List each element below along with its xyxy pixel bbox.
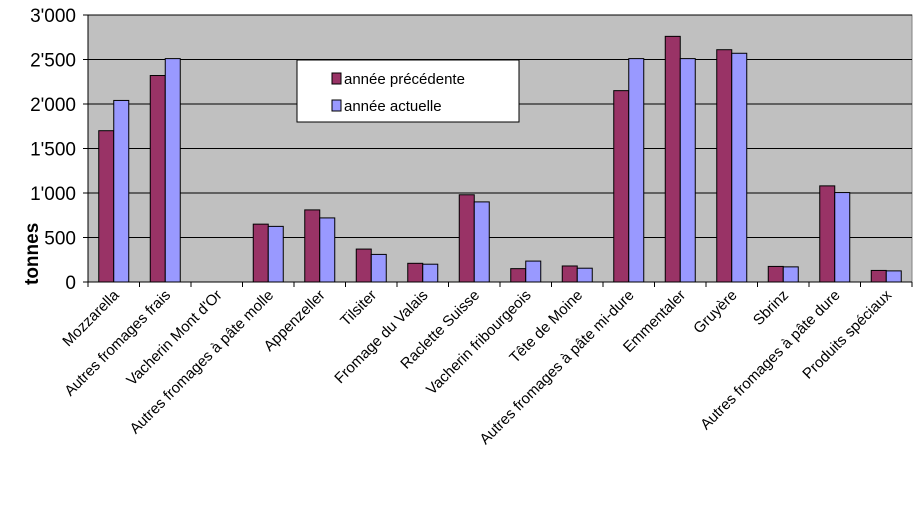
y-tick-label: 1'500 — [30, 140, 76, 161]
bar-previous — [870, 269, 887, 283]
bar-current — [576, 267, 593, 283]
bar-current — [731, 52, 748, 283]
legend-swatch — [331, 99, 342, 112]
y-tick-label: 2'500 — [30, 51, 76, 72]
y-tick-label: 500 — [44, 229, 76, 250]
bar-previous — [355, 248, 372, 283]
x-tick-label: Produits spéciaux — [799, 286, 895, 382]
bar-previous — [149, 75, 166, 283]
bar-current — [679, 58, 696, 283]
bar-current — [834, 192, 851, 283]
bar-previous — [252, 223, 269, 283]
bar-previous — [613, 90, 630, 283]
bar-current — [525, 260, 542, 283]
bar-current — [628, 58, 645, 283]
bar-previous — [98, 130, 115, 283]
bar-previous — [664, 35, 681, 283]
bar-previous — [716, 49, 733, 283]
bar-previous — [407, 262, 424, 283]
y-tick-label: 2'000 — [30, 95, 76, 116]
legend-label: année précédente — [344, 71, 465, 88]
x-tick-label: Gruyère — [690, 287, 740, 337]
bar-current — [113, 99, 130, 283]
bar-previous — [561, 265, 578, 283]
bar-current — [422, 263, 439, 283]
legend-box — [296, 59, 520, 123]
bar-current — [885, 270, 902, 283]
bar-current — [370, 253, 387, 283]
x-tick-label: Sbrinz — [750, 287, 792, 329]
bar-previous — [304, 209, 321, 283]
y-tick-label: 3'000 — [30, 6, 76, 27]
bar-current — [319, 217, 336, 283]
x-tick-label: Tilsiter — [337, 287, 380, 330]
bar-previous — [510, 268, 527, 283]
y-axis-label: tonnes — [22, 223, 43, 285]
legend: année précédente année actuelle — [296, 59, 520, 123]
y-tick-label: 1'000 — [30, 184, 76, 205]
bar-previous — [819, 185, 836, 283]
y-tick-label: 0 — [65, 273, 76, 294]
bar-current — [164, 58, 181, 283]
bar-current — [473, 201, 490, 283]
legend-label: année actuelle — [344, 98, 442, 115]
x-tick-label: Vacherin Mont d'Or — [123, 287, 225, 389]
bar-current — [782, 266, 799, 283]
bar-current — [267, 225, 284, 283]
x-tick-label: Fromage du Valais — [331, 287, 431, 387]
bar-previous — [767, 265, 784, 283]
legend-swatch — [331, 72, 342, 85]
bar-previous — [458, 194, 475, 283]
bars — [98, 35, 902, 283]
